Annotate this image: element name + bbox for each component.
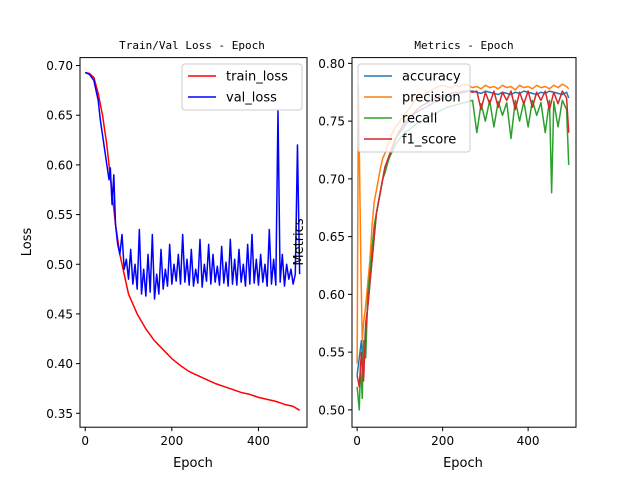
loss-x-axis-label: Epoch [173,456,213,471]
x-tick-label: 200 [160,434,183,448]
legend-entry-val-loss: val_loss [226,91,277,106]
legend-entry-recall: recall [402,112,437,127]
legend-entry-f1-score: f1_score [402,133,456,148]
y-tick-label: 0.55 [46,208,73,222]
y-tick-label: 0.45 [46,307,73,321]
y-tick-label: 0.55 [318,346,345,360]
loss-series-group [84,71,301,411]
y-tick-label: 0.50 [318,403,345,417]
x-tick-label: 400 [517,434,540,448]
y-tick-label: 0.40 [46,357,73,371]
legend-entry-train-loss: train_loss [226,70,288,85]
loss-y-axis-label: Loss [20,228,35,257]
x-tick-label: 0 [81,434,89,448]
loss-chart-panel: Train/Val Loss - Epoch 0 200 400 0.350.400… [20,39,308,471]
y-tick-label: 0.70 [318,172,345,186]
y-tick-label: 0.75 [318,115,345,129]
x-tick-label: 400 [247,434,270,448]
loss-plot-frame [79,57,308,428]
y-tick-label: 0.65 [318,230,345,244]
metrics-y-axis-label: Metrics [292,218,307,265]
legend-box [357,63,471,153]
metrics-chart-panel: Metrics - Epoch 0 200 400 0.50 0.55 0.60 0.65… [292,39,577,471]
metrics-x-axis-label: Epoch [443,456,483,471]
x-tick-label: 200 [431,434,454,448]
y-tick-label: 0.60 [318,288,345,302]
y-tick-label: 0.50 [46,258,73,272]
legend-entry-accuracy: accuracy [402,70,461,85]
legend-entry-precision: precision [402,91,461,106]
y-tick-label: 0.35 [46,407,73,421]
loss-y-ticks: 0.35 0.40 0.45 0.50 0.55 0.60 0.65 0.70 [46,59,80,421]
metrics-plot-frame [351,57,577,428]
series-line-val-loss [84,71,301,300]
metrics-x-ticks: 0 200 400 [353,427,540,448]
series-line-train-loss [85,71,301,411]
metrics-chart-title: Metrics - Epoch [414,39,513,52]
loss-legend: train_loss val_loss [181,63,303,111]
y-tick-label: 0.65 [46,109,73,123]
x-tick-label: 0 [353,434,361,448]
y-tick-label: 0.60 [46,158,73,172]
y-tick-label: 0.70 [46,59,73,73]
loss-x-ticks: 0 200 400 [81,427,270,448]
metrics-y-ticks: 0.50 0.55 0.60 0.65 0.70 0.75 0.80 [318,57,352,417]
loss-chart-title: Train/Val Loss - Epoch [119,39,265,52]
metrics-legend: accuracy precision recall f1_score [357,63,471,153]
y-tick-label: 0.80 [318,57,345,71]
